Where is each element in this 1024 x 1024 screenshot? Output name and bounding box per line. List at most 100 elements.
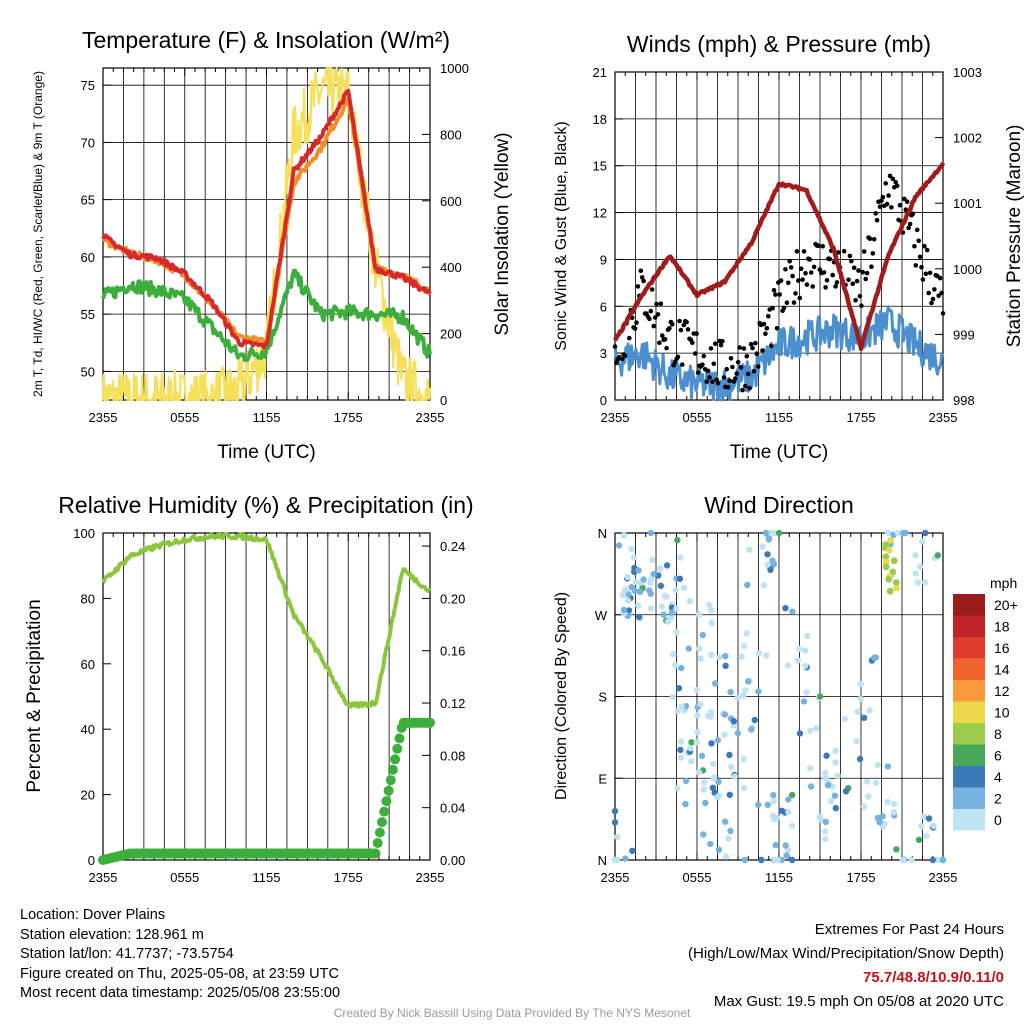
- y-tick-label: 0: [88, 853, 95, 868]
- direction-point: [769, 812, 777, 819]
- y-tick-label: 21: [593, 65, 607, 80]
- gust-point: [821, 270, 827, 275]
- direction-point: [854, 708, 861, 715]
- x-tick-label: 2355: [929, 870, 958, 885]
- direction-point: [706, 601, 713, 609]
- direction-point: [624, 573, 631, 581]
- direction-point: [882, 558, 890, 566]
- gust-point: [764, 326, 770, 331]
- direction-point: [696, 645, 703, 652]
- y2-tick-label: 0: [440, 393, 447, 408]
- gust-point: [711, 361, 717, 367]
- legend-label: 18: [994, 619, 1010, 635]
- y-tick-label: 3: [600, 346, 607, 361]
- direction-point: [760, 582, 767, 589]
- gust-point: [853, 298, 858, 303]
- direction-point: [682, 777, 690, 785]
- y2-tick-label: 1000: [953, 262, 982, 277]
- direction-point: [701, 779, 708, 786]
- legend-swatch: [953, 766, 985, 788]
- y-tick-label: 15: [593, 159, 607, 174]
- direction-point: [807, 765, 814, 772]
- direction-point: [630, 554, 638, 561]
- direction-point: [892, 579, 900, 586]
- direction-point: [708, 619, 715, 627]
- x-tick-label: 2355: [89, 870, 118, 885]
- direction-point: [887, 536, 894, 544]
- gust-point: [894, 183, 900, 189]
- extremes-subtitle: (High/Low/Max Wind/Precipitation/Snow De…: [688, 945, 1004, 962]
- direction-point: [741, 856, 748, 864]
- legend-label: 16: [994, 640, 1010, 656]
- direction-point: [721, 711, 729, 718]
- wind-direction-panel: 2355 0555 1155 1755 2355 N E S W N Wind Direction D…: [553, 492, 957, 885]
- direction-point: [822, 774, 829, 782]
- direction-point: [715, 778, 722, 785]
- direction-point: [744, 581, 751, 589]
- direction-point: [738, 653, 745, 660]
- x-tick-label: 0555: [170, 410, 199, 425]
- gust-point: [725, 385, 731, 390]
- gust-point: [851, 265, 857, 271]
- direction-point: [635, 613, 643, 621]
- direction-point: [916, 563, 924, 570]
- gust-point: [700, 362, 705, 368]
- pressure-line: [613, 162, 946, 352]
- direction-point: [697, 655, 704, 662]
- gust-point: [929, 300, 934, 306]
- gust-point: [704, 379, 709, 384]
- gust-point: [660, 333, 665, 338]
- x-tick-label: 1755: [334, 870, 363, 885]
- legend-swatch: [953, 680, 985, 702]
- gust-point: [728, 356, 734, 361]
- direction-point: [700, 786, 707, 793]
- gust-point: [786, 280, 791, 286]
- x-tick-label: 1755: [334, 410, 363, 425]
- direction-point: [708, 651, 715, 658]
- gust-point: [919, 264, 924, 270]
- gust-point: [810, 284, 815, 289]
- gust-point: [649, 287, 655, 292]
- gust-point: [627, 335, 632, 341]
- x-tick-label: 0555: [170, 870, 199, 885]
- gust-point: [808, 270, 814, 275]
- direction-point: [885, 576, 893, 583]
- gust-point: [655, 312, 661, 317]
- direction-point: [785, 808, 792, 816]
- y-tick-label: 0: [600, 393, 607, 408]
- gust-point: [874, 217, 880, 223]
- direction-point: [678, 664, 685, 672]
- direction-point: [708, 607, 715, 614]
- legend-swatch: [953, 615, 985, 637]
- gust-point: [897, 202, 903, 208]
- direction-point: [816, 813, 823, 820]
- direction-point: [782, 605, 789, 612]
- direction-point: [915, 836, 923, 843]
- direction-point: [772, 841, 779, 849]
- direction-point: [722, 818, 729, 825]
- gust-point: [827, 256, 833, 262]
- direction-point: [743, 630, 750, 637]
- y2-tick-label: 600: [440, 194, 462, 209]
- direction-point: [890, 809, 898, 816]
- gust-point: [755, 364, 761, 369]
- direction-point: [622, 855, 629, 862]
- direction-point: [677, 754, 685, 761]
- direction-point: [698, 752, 706, 759]
- direction-point: [635, 602, 642, 609]
- direction-point: [782, 842, 789, 849]
- direction-point: [762, 529, 770, 537]
- direction-point: [778, 807, 785, 814]
- direction-point: [695, 611, 703, 618]
- legend-swatch: [953, 809, 985, 831]
- direction-point: [853, 738, 860, 745]
- x-tick-label: 2355: [416, 870, 445, 885]
- gust-point: [787, 258, 792, 264]
- direction-point: [688, 739, 695, 746]
- y-tick-label: 65: [81, 193, 95, 208]
- direction-point: [807, 727, 814, 734]
- station-info: Location: Dover Plains Station elevation…: [20, 906, 340, 1004]
- direction-point: [673, 605, 680, 612]
- y-tick-label: 60: [81, 657, 95, 672]
